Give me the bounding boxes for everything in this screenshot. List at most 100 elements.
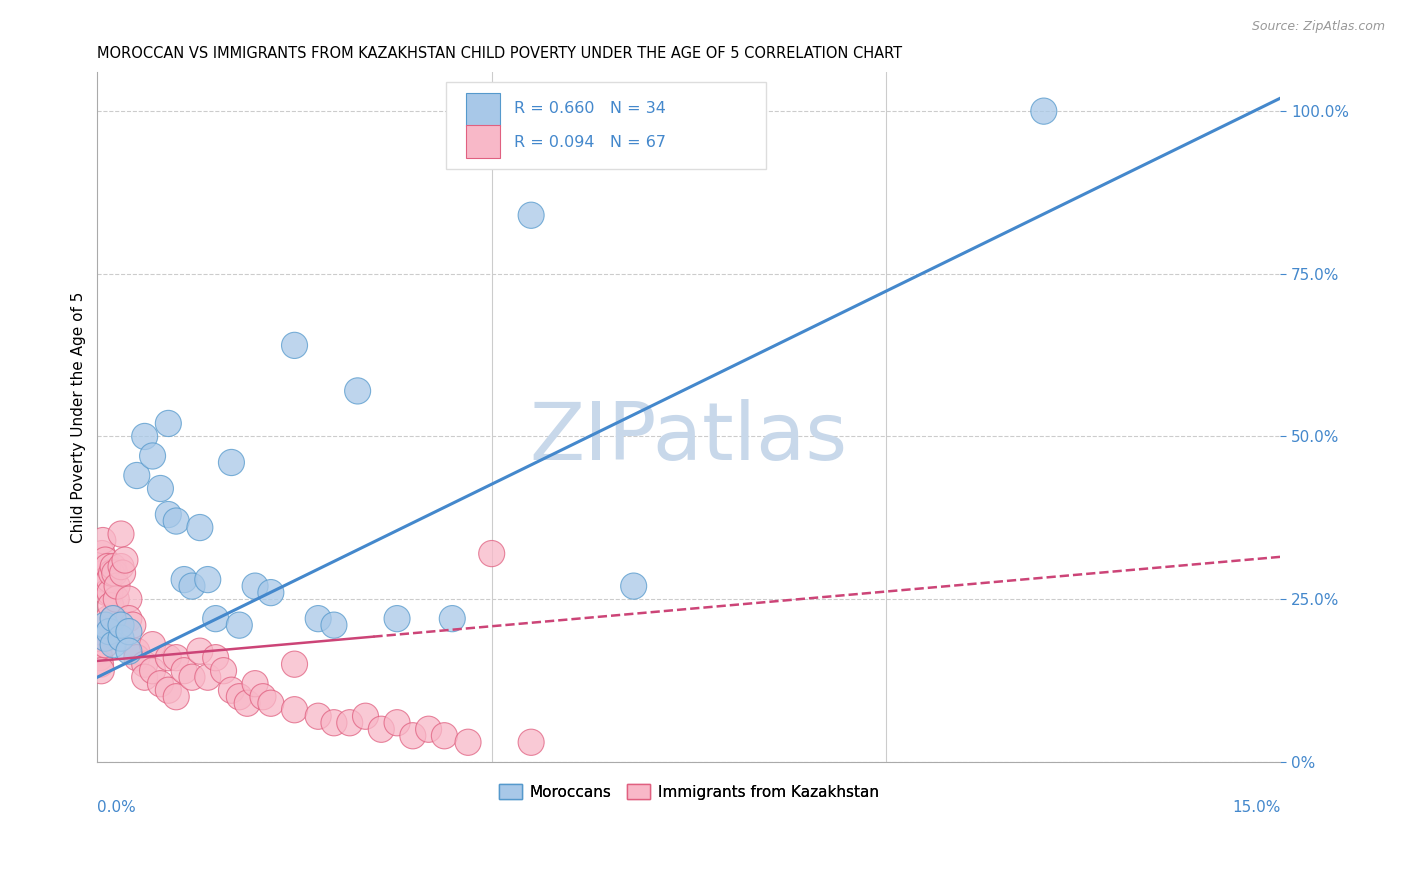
Ellipse shape [202, 606, 229, 632]
Ellipse shape [163, 508, 190, 534]
Ellipse shape [93, 632, 118, 657]
Ellipse shape [344, 378, 371, 404]
Ellipse shape [98, 592, 124, 619]
Ellipse shape [235, 690, 260, 716]
Legend: Moroccans, Immigrants from Kazakhstan: Moroccans, Immigrants from Kazakhstan [494, 778, 884, 805]
Ellipse shape [281, 697, 308, 723]
Ellipse shape [148, 671, 173, 697]
Ellipse shape [104, 573, 131, 599]
Ellipse shape [399, 723, 426, 749]
Ellipse shape [108, 554, 134, 580]
Ellipse shape [155, 645, 181, 671]
Ellipse shape [250, 683, 276, 710]
Ellipse shape [456, 729, 481, 756]
Ellipse shape [179, 665, 205, 690]
Ellipse shape [89, 541, 115, 566]
FancyBboxPatch shape [446, 82, 766, 169]
Y-axis label: Child Poverty Under the Age of 5: Child Poverty Under the Age of 5 [72, 292, 86, 542]
Ellipse shape [124, 462, 150, 489]
Ellipse shape [163, 645, 190, 671]
Ellipse shape [336, 710, 363, 736]
Ellipse shape [139, 443, 166, 469]
Ellipse shape [100, 554, 127, 580]
Ellipse shape [439, 606, 465, 632]
Ellipse shape [226, 683, 252, 710]
Ellipse shape [87, 651, 114, 677]
Ellipse shape [305, 606, 332, 632]
Ellipse shape [89, 657, 114, 684]
Ellipse shape [281, 333, 308, 359]
Ellipse shape [155, 501, 181, 528]
Ellipse shape [416, 716, 441, 742]
Ellipse shape [124, 638, 150, 665]
Ellipse shape [90, 527, 115, 554]
Ellipse shape [478, 541, 505, 566]
Ellipse shape [108, 521, 134, 547]
Ellipse shape [321, 612, 347, 639]
Text: 15.0%: 15.0% [1232, 800, 1281, 814]
Text: MOROCCAN VS IMMIGRANTS FROM KAZAKHSTAN CHILD POVERTY UNDER THE AGE OF 5 CORRELAT: MOROCCAN VS IMMIGRANTS FROM KAZAKHSTAN C… [97, 46, 903, 62]
Ellipse shape [108, 612, 134, 639]
Ellipse shape [139, 632, 166, 657]
Ellipse shape [321, 710, 347, 736]
Text: ZIPatlas: ZIPatlas [530, 399, 848, 476]
Ellipse shape [132, 651, 157, 677]
Ellipse shape [93, 625, 118, 651]
Text: Source: ZipAtlas.com: Source: ZipAtlas.com [1251, 20, 1385, 33]
Ellipse shape [96, 606, 121, 632]
Ellipse shape [103, 586, 129, 612]
Ellipse shape [96, 618, 122, 645]
Ellipse shape [124, 645, 150, 671]
Ellipse shape [242, 671, 269, 697]
Ellipse shape [305, 703, 332, 730]
Ellipse shape [132, 665, 157, 690]
Ellipse shape [1031, 98, 1057, 124]
Ellipse shape [384, 606, 411, 632]
Text: R = 0.094   N = 67: R = 0.094 N = 67 [513, 135, 666, 150]
FancyBboxPatch shape [467, 93, 499, 126]
Ellipse shape [187, 638, 212, 665]
Ellipse shape [211, 657, 236, 684]
Ellipse shape [139, 657, 166, 684]
Ellipse shape [257, 690, 284, 716]
Ellipse shape [100, 632, 127, 657]
Ellipse shape [195, 566, 221, 592]
Ellipse shape [86, 638, 112, 665]
Ellipse shape [94, 554, 121, 580]
Ellipse shape [97, 580, 122, 606]
Ellipse shape [98, 560, 125, 586]
Ellipse shape [218, 677, 245, 703]
FancyBboxPatch shape [467, 125, 499, 158]
Ellipse shape [155, 410, 181, 436]
Ellipse shape [112, 547, 138, 574]
Ellipse shape [195, 665, 221, 690]
Ellipse shape [242, 573, 269, 599]
Ellipse shape [101, 560, 128, 586]
Ellipse shape [432, 723, 457, 749]
Ellipse shape [368, 716, 394, 742]
Ellipse shape [91, 573, 118, 599]
Ellipse shape [187, 515, 212, 541]
Ellipse shape [115, 618, 142, 645]
Ellipse shape [163, 683, 190, 710]
Ellipse shape [90, 560, 117, 586]
Ellipse shape [115, 638, 142, 665]
Ellipse shape [353, 703, 378, 730]
Ellipse shape [100, 606, 127, 632]
Text: R = 0.660   N = 34: R = 0.660 N = 34 [513, 101, 665, 116]
Ellipse shape [281, 651, 308, 677]
Ellipse shape [218, 450, 245, 475]
Text: 0.0%: 0.0% [97, 800, 136, 814]
Ellipse shape [93, 566, 120, 592]
Ellipse shape [179, 573, 205, 599]
Ellipse shape [93, 547, 118, 574]
Ellipse shape [519, 202, 544, 228]
Ellipse shape [155, 677, 181, 703]
Ellipse shape [226, 612, 252, 639]
Ellipse shape [87, 645, 112, 671]
Ellipse shape [110, 560, 135, 586]
Ellipse shape [115, 606, 142, 632]
Ellipse shape [202, 645, 229, 671]
Ellipse shape [519, 729, 544, 756]
Ellipse shape [100, 606, 127, 632]
